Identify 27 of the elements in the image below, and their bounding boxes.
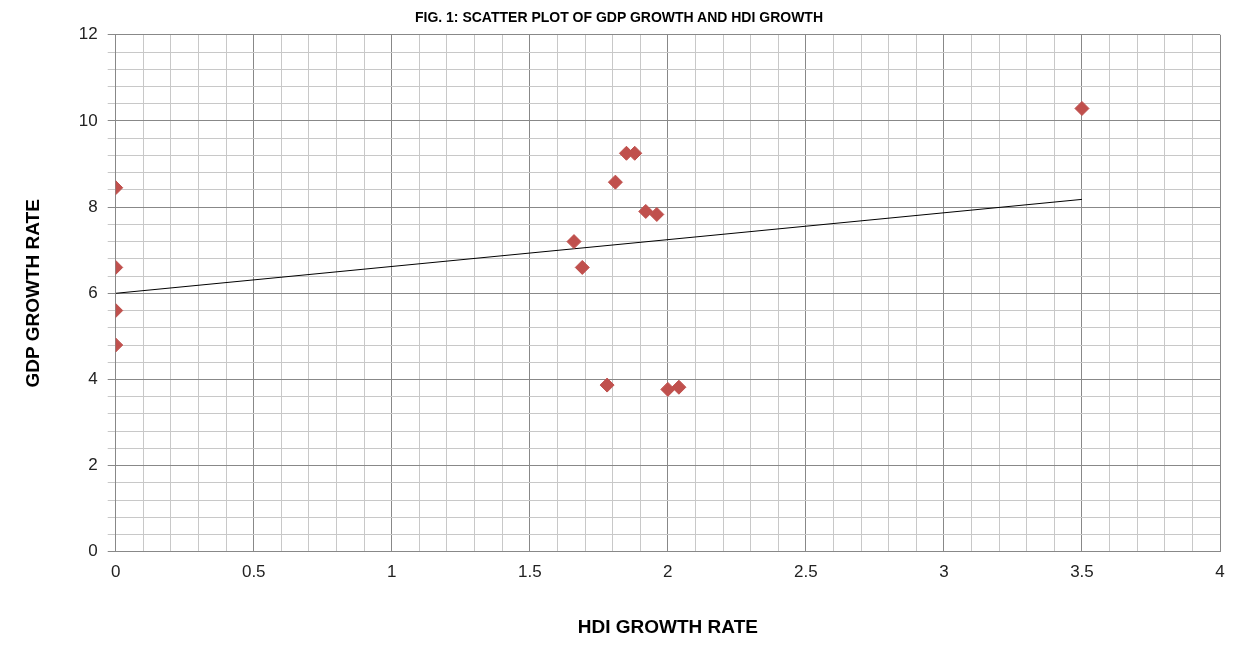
y-tick-label: 4 (88, 369, 98, 389)
y-tick-label: 6 (88, 282, 98, 302)
x-tick-label: 3 (939, 561, 949, 581)
x-tick-label: 2.5 (794, 561, 818, 581)
y-tick-label: 8 (88, 196, 98, 216)
x-tick-label: 1.5 (518, 561, 542, 581)
point (566, 234, 582, 250)
y-tick-label: 10 (78, 110, 98, 130)
x-tick-label: 0 (110, 561, 121, 581)
x-tick-label: 1 (387, 561, 397, 581)
point (671, 379, 687, 395)
y-tick-label: 2 (88, 455, 98, 475)
x-tick-label: 4 (1215, 561, 1225, 581)
point (638, 203, 654, 219)
y-axis-title: GDP GROWTH RATE (21, 199, 43, 388)
x-tick-label: 0.5 (241, 561, 266, 581)
x-axis-title: HDI GROWTH RATE (577, 615, 758, 637)
point (599, 377, 615, 393)
y-tick-label: 0 (88, 541, 98, 561)
x-tick-label: 3.5 (1070, 561, 1094, 581)
x-tick-label: 2 (663, 561, 673, 581)
chart-title: FIG. 1: SCATTER PLOT OF GDP GROWTH AND HDI GROWTH (414, 9, 824, 26)
y-tick-label: 12 (78, 24, 98, 44)
point (649, 206, 665, 222)
point (660, 381, 676, 397)
point (607, 174, 623, 190)
point (574, 259, 590, 275)
